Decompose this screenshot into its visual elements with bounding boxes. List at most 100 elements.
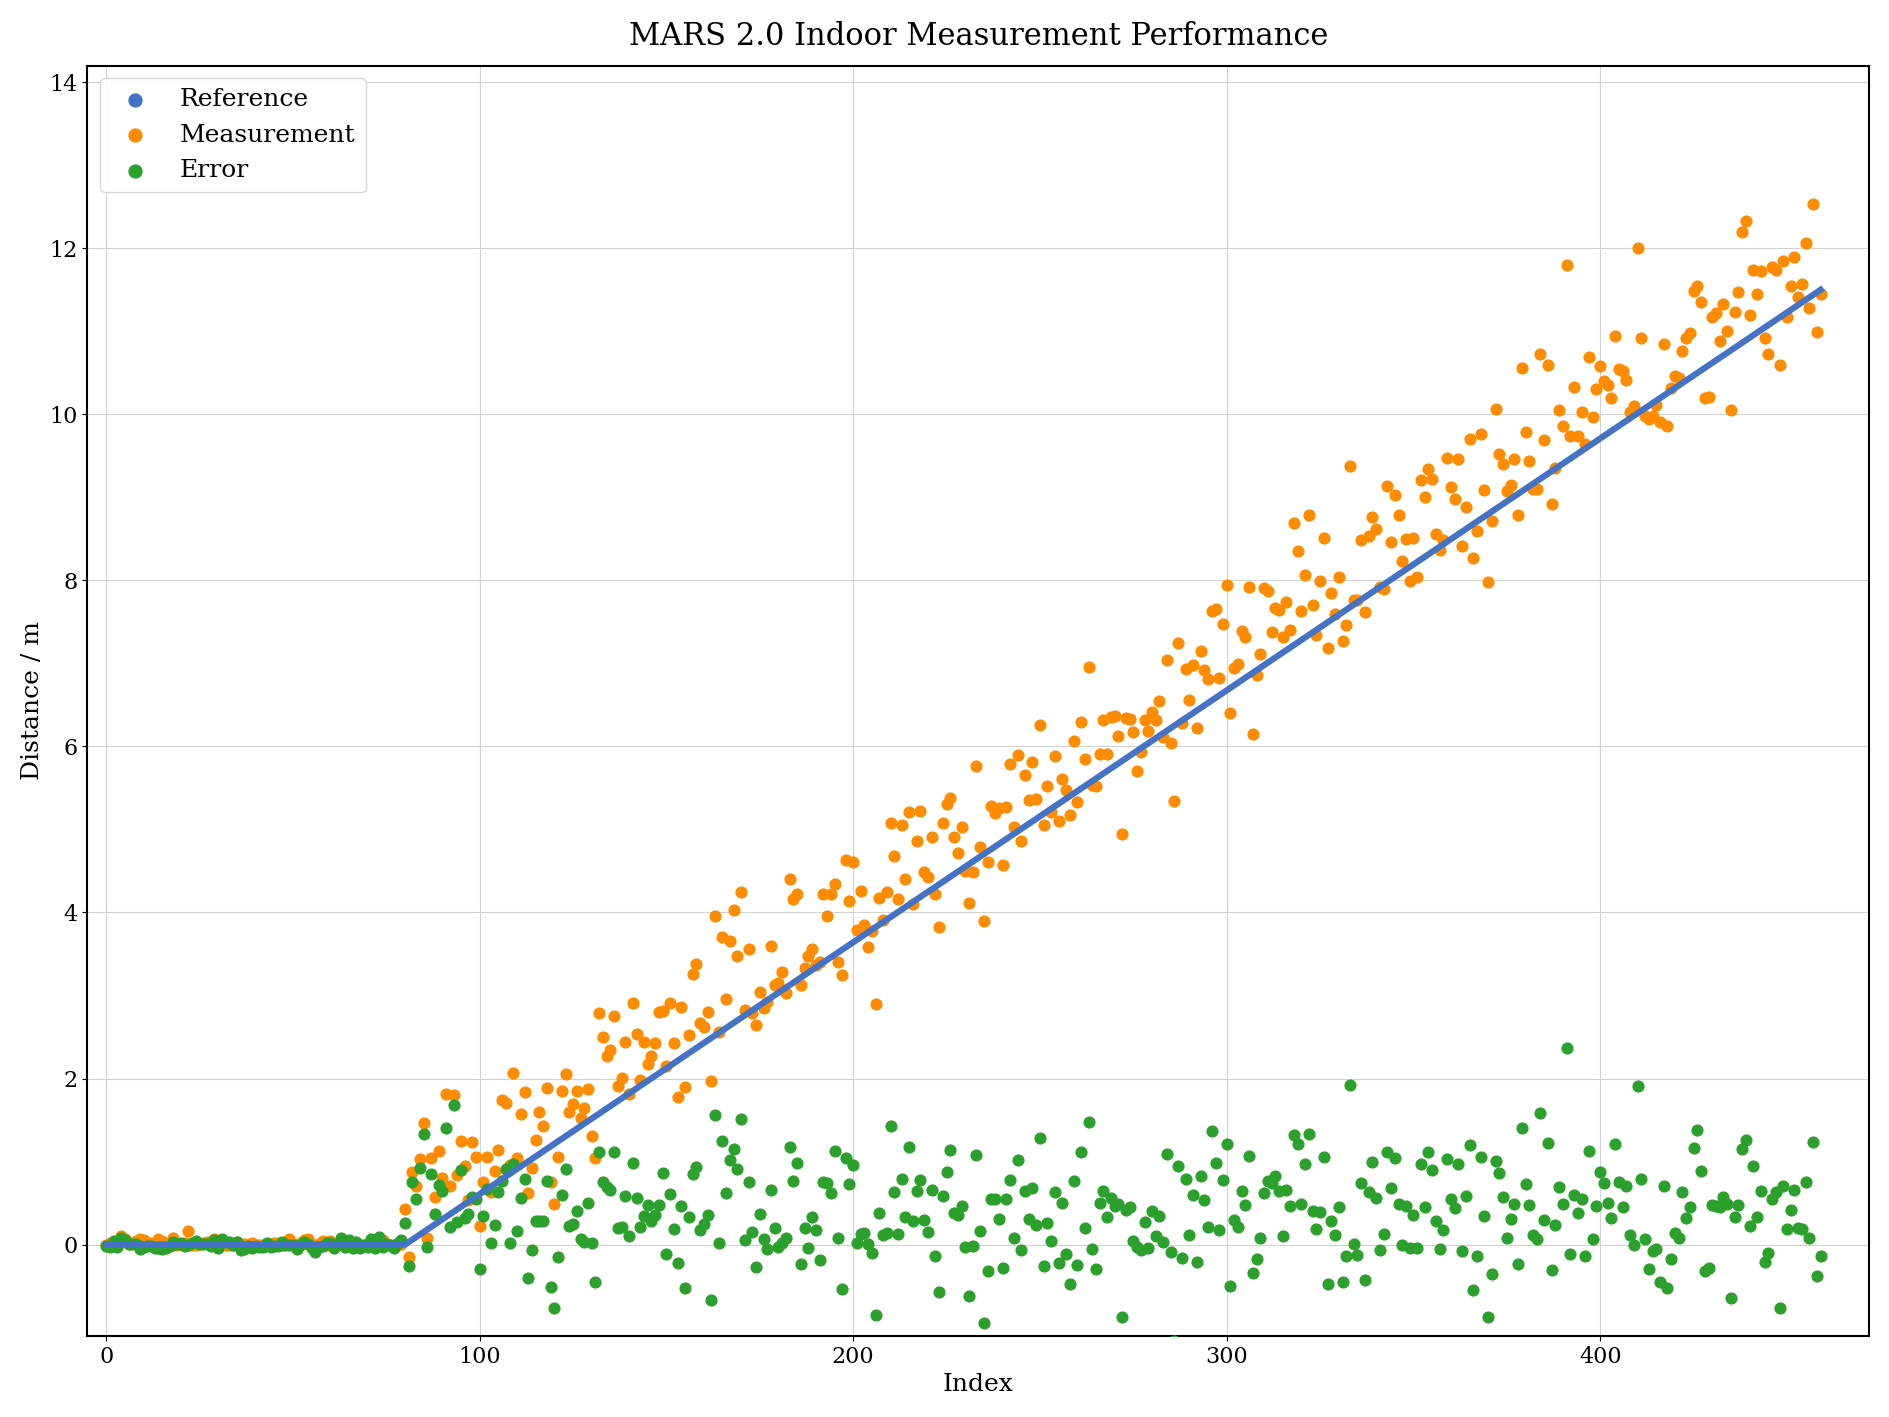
Measurement [1662,367,1693,390]
Measurement [1674,322,1704,344]
Measurement [695,1070,725,1093]
Error [412,1236,442,1258]
Measurement [1730,210,1761,232]
Measurement [378,1233,408,1255]
Measurement [1715,398,1745,421]
Measurement [331,1230,361,1253]
Measurement [786,973,816,996]
Measurement [1532,354,1562,377]
Error [1558,1185,1589,1207]
Measurement [669,1076,699,1098]
Measurement [106,1226,136,1248]
Error [113,1233,144,1255]
Error [1137,1199,1167,1221]
Measurement [875,812,905,835]
Error [1778,1179,1808,1202]
Error [281,1238,312,1261]
Measurement [1283,540,1313,563]
Title: MARS 2.0 Indoor Measurement Performance: MARS 2.0 Indoor Measurement Performance [629,21,1328,52]
Error [450,1206,480,1229]
Measurement [1143,689,1173,711]
Error [1252,1170,1283,1193]
Error [1592,1192,1623,1214]
Error [1708,1186,1738,1209]
Measurement [1222,653,1252,676]
Measurement [557,1093,587,1115]
Error [722,1158,752,1180]
Error [1203,1219,1234,1241]
Measurement [1290,564,1320,587]
Error [1742,1206,1772,1229]
Measurement [438,1084,468,1107]
Error [427,1180,457,1203]
Measurement [1558,376,1589,398]
Measurement [1421,523,1451,546]
Error [1428,1219,1458,1241]
Error [1234,1145,1264,1168]
Measurement [1169,657,1200,680]
Error [1337,1233,1368,1255]
Error [94,1236,125,1258]
Measurement [550,1063,580,1085]
Measurement [159,1226,189,1248]
Measurement [886,813,916,836]
Error [833,1172,863,1195]
Error [825,1277,856,1299]
Error [655,1183,686,1206]
Measurement [790,956,820,979]
Error [255,1236,285,1258]
Measurement [1628,404,1659,427]
Error [1421,1210,1451,1233]
Measurement [688,1016,718,1039]
Error [1088,1180,1118,1203]
Measurement [659,1032,689,1054]
Measurement [178,1233,208,1255]
Measurement [1200,598,1230,621]
Measurement [400,1175,431,1197]
Error [557,1213,587,1236]
Error [1043,1251,1073,1274]
Error [882,1223,912,1246]
Measurement [349,1233,380,1255]
Measurement [980,802,1011,825]
Measurement [1260,597,1290,619]
Measurement [969,910,999,932]
Measurement [1543,398,1574,421]
Measurement [1604,359,1634,381]
Measurement [1088,708,1118,731]
Error [1264,1180,1294,1203]
Error [300,1241,331,1264]
Error [342,1231,372,1254]
Error [495,1231,525,1254]
Error [117,1233,147,1255]
Measurement [423,1139,453,1162]
Measurement [924,915,954,938]
Error [1532,1131,1562,1153]
Measurement [1218,656,1249,679]
Measurement [994,752,1024,775]
Measurement [1207,612,1237,635]
Error [797,1206,827,1229]
Measurement [1643,411,1674,434]
Measurement [1640,394,1670,417]
Measurement [512,1182,542,1204]
Measurement [833,890,863,913]
Measurement [1800,320,1830,343]
Measurement [841,918,871,941]
Error [506,1186,536,1209]
Error [648,1162,678,1185]
Measurement [308,1230,338,1253]
Error [1757,1187,1787,1210]
Error [633,1193,663,1216]
Measurement [1337,589,1368,612]
Error [1099,1195,1130,1217]
Error [1275,1195,1305,1217]
Measurement [484,1138,514,1161]
Error [1479,1149,1509,1172]
Error [931,1161,962,1183]
Error [1789,1170,1819,1193]
Error [980,1187,1011,1210]
Error [801,1219,831,1241]
Error [1674,1196,1704,1219]
Measurement [733,938,763,961]
